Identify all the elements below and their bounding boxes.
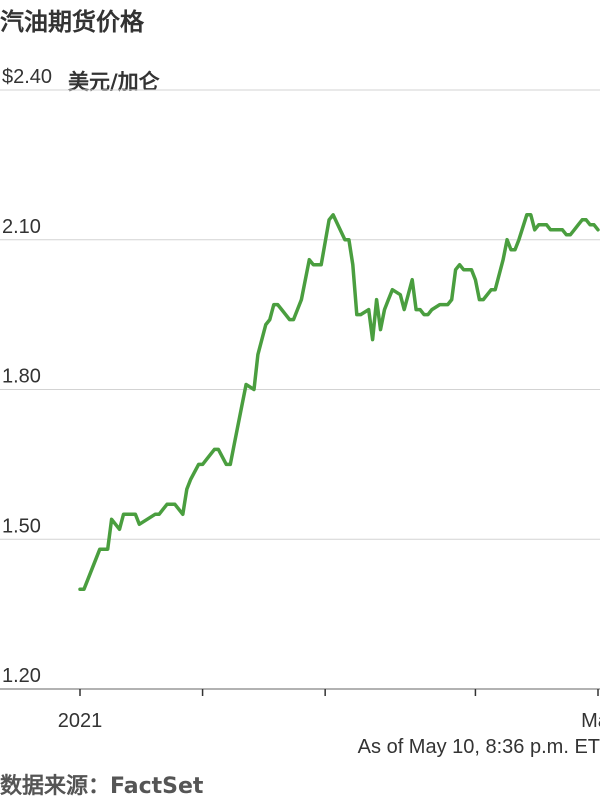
price-line: [78, 213, 600, 591]
y-tick-label: $2.40: [2, 66, 52, 88]
data-source: 数据来源：FactSet: [0, 774, 204, 799]
x-tick-label: 2021: [58, 710, 103, 732]
y-tick-label: 2.10: [2, 216, 41, 238]
as-of-timestamp: As of May 10, 8:36 p.m. ET: [357, 736, 600, 758]
line-chart: $2.40 2.10 1.80 1.50 1.20 2021 May: [0, 66, 600, 732]
chart-title: 汽油期货价格: [0, 8, 144, 36]
y-tick-label: 1.20: [2, 665, 41, 687]
y-tick-label: 1.80: [2, 366, 41, 388]
x-tick-label: May: [581, 710, 600, 732]
y-tick-label: 1.50: [2, 515, 41, 537]
